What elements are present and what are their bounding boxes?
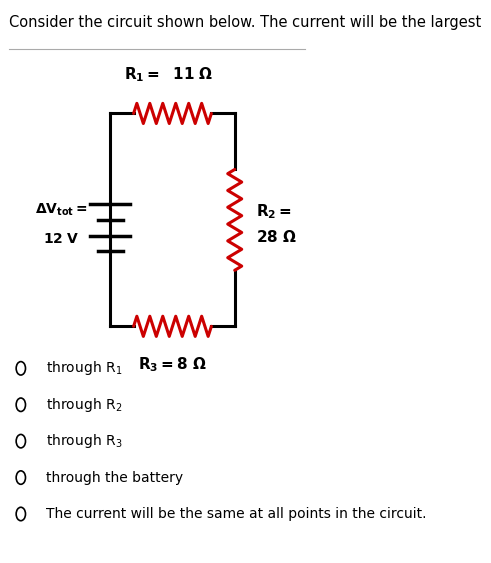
- Text: $\mathbf{12\ V}$: $\mathbf{12\ V}$: [43, 233, 80, 247]
- Text: through R$_2$: through R$_2$: [46, 396, 122, 414]
- Text: $\mathbf{R_1 =\ \ 11\ \Omega}$: $\mathbf{R_1 =\ \ 11\ \Omega}$: [124, 66, 213, 84]
- Text: Consider the circuit shown below. The current will be the largest: Consider the circuit shown below. The cu…: [9, 15, 481, 30]
- Text: $\mathbf{R_3 = 8\ \Omega}$: $\mathbf{R_3 = 8\ \Omega}$: [138, 355, 207, 374]
- Text: through R$_1$: through R$_1$: [46, 359, 122, 377]
- Text: through the battery: through the battery: [46, 471, 183, 485]
- Text: $\mathbf{R_2 =}$: $\mathbf{R_2 =}$: [256, 202, 292, 221]
- Text: through R$_3$: through R$_3$: [46, 432, 122, 450]
- Text: The current will be the same at all points in the circuit.: The current will be the same at all poin…: [46, 507, 427, 521]
- Text: $\mathbf{\Delta V_{tot} =}$: $\mathbf{\Delta V_{tot} =}$: [35, 202, 88, 218]
- Text: $\mathbf{28\ \Omega}$: $\mathbf{28\ \Omega}$: [256, 229, 297, 245]
